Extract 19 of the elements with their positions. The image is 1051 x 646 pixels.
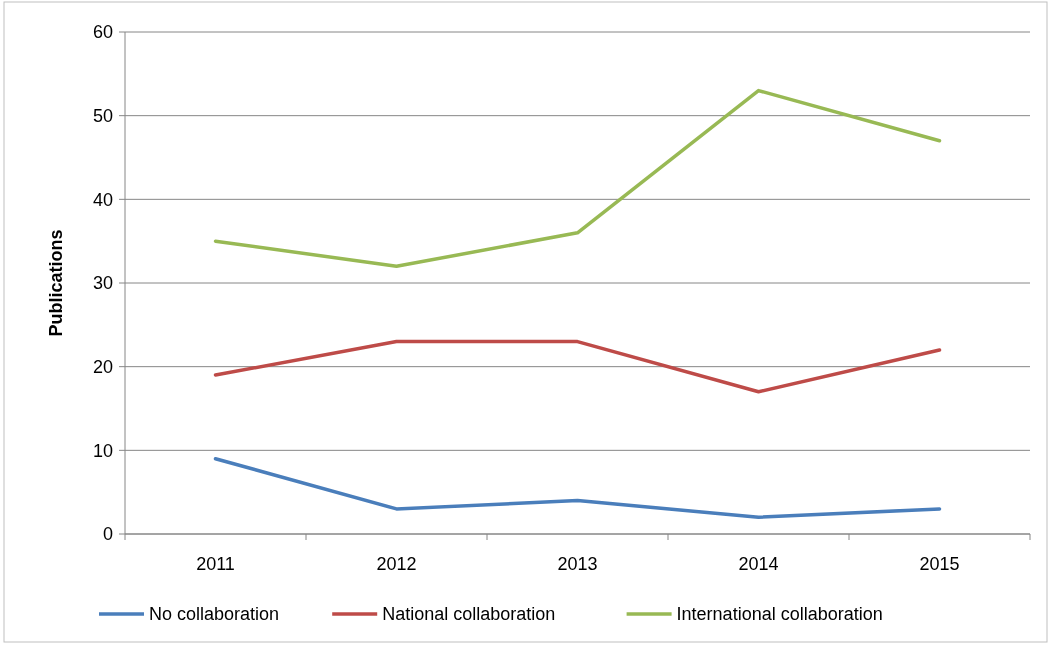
y-tick-label: 50 <box>92 105 113 126</box>
y-tick-label: 30 <box>92 273 113 294</box>
y-tick-label: 0 <box>102 524 113 545</box>
legend-label: International collaboration <box>676 604 883 625</box>
x-tick-label: 2012 <box>376 554 417 574</box>
line-series <box>213 88 942 269</box>
x-tick-label: 2015 <box>919 554 960 574</box>
legend-label: No collaboration <box>149 604 280 625</box>
x-tick-label: 2013 <box>557 554 598 574</box>
y-tick-label: 60 <box>92 22 113 43</box>
y-tick-label: 20 <box>92 356 113 377</box>
y-tick-label: 40 <box>92 189 113 210</box>
x-tick-label: 2014 <box>738 554 779 574</box>
x-tick-label: 2011 <box>196 554 235 574</box>
line-series <box>213 456 942 520</box>
line-series <box>213 339 942 394</box>
legend-label: National collaboration <box>382 604 556 625</box>
y-tick-label: 10 <box>92 440 113 461</box>
y-axis-title: Publications <box>46 229 66 337</box>
